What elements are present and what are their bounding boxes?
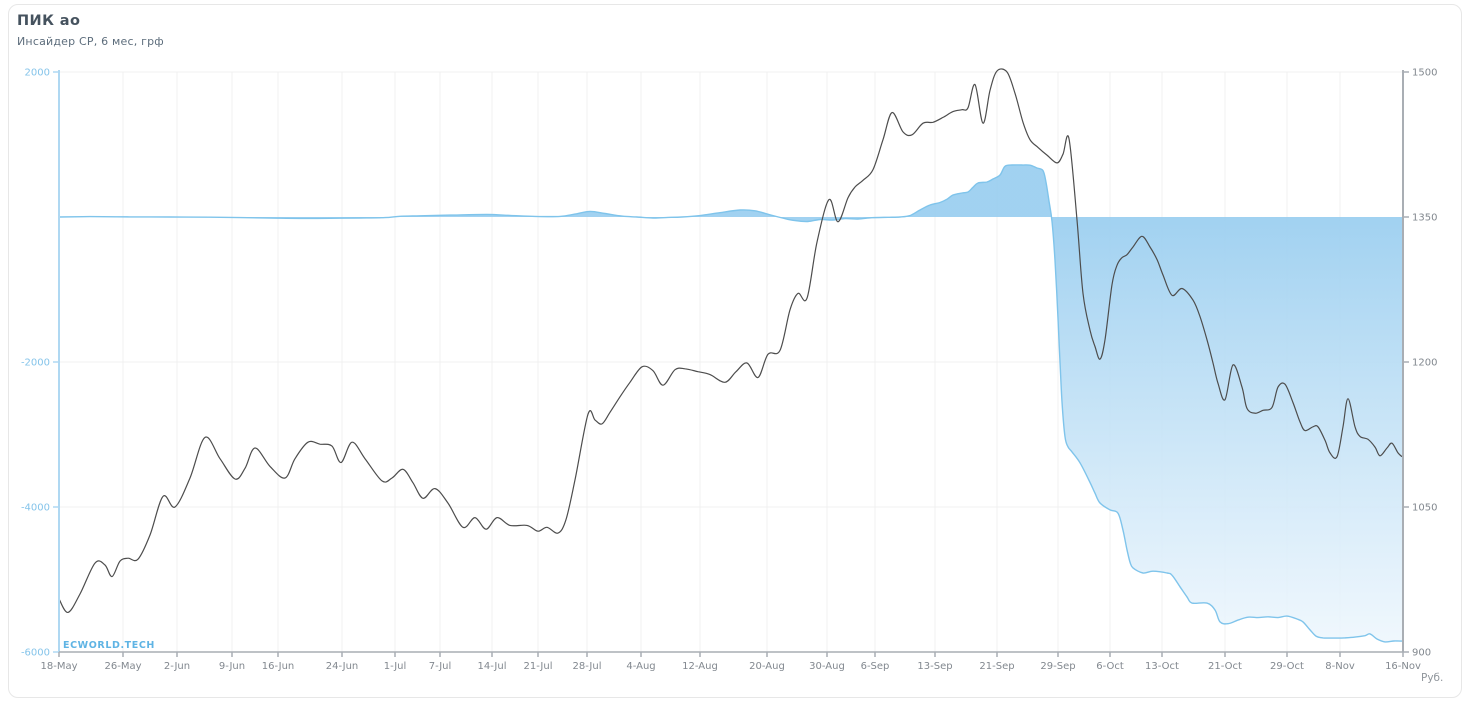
svg-text:1500: 1500 [1412,68,1437,79]
svg-text:2000: 2000 [25,68,50,79]
svg-text:9-Jun: 9-Jun [219,661,245,672]
svg-text:900: 900 [1412,648,1431,659]
svg-text:18-May: 18-May [40,661,77,672]
chart-title: ПИК ао [17,13,81,29]
svg-text:24-Jun: 24-Jun [326,661,359,672]
chart-subtitle: Инсайдер СР, 6 мес, грф [17,35,164,48]
svg-text:2-Jun: 2-Jun [164,661,190,672]
svg-text:-4000: -4000 [21,503,50,514]
svg-text:-2000: -2000 [21,358,50,369]
svg-text:1050: 1050 [1412,503,1437,514]
svg-text:30-Aug: 30-Aug [809,661,845,672]
svg-text:4-Aug: 4-Aug [626,661,655,672]
svg-text:1350: 1350 [1412,213,1437,224]
svg-text:6-Sep: 6-Sep [861,661,890,672]
svg-text:13-Sep: 13-Sep [917,661,952,672]
svg-text:1-Jul: 1-Jul [384,661,407,672]
svg-text:29-Oct: 29-Oct [1270,661,1304,672]
svg-text:16-Jun: 16-Jun [262,661,295,672]
svg-text:29-Sep: 29-Sep [1040,661,1075,672]
svg-text:7-Jul: 7-Jul [429,661,452,672]
svg-text:8-Nov: 8-Nov [1325,661,1355,672]
watermark-label: ECWORLD.TECH [63,640,155,651]
svg-text:28-Jul: 28-Jul [573,661,602,672]
svg-text:-6000: -6000 [21,648,50,659]
svg-text:14-Jul: 14-Jul [478,661,507,672]
svg-text:26-May: 26-May [104,661,141,672]
svg-text:12-Aug: 12-Aug [682,661,718,672]
svg-text:21-Jul: 21-Jul [524,661,553,672]
svg-text:13-Oct: 13-Oct [1145,661,1179,672]
svg-text:1200: 1200 [1412,358,1437,369]
svg-text:21-Sep: 21-Sep [979,661,1014,672]
right-axis-unit-label: Руб. [1421,672,1444,684]
svg-text:16-Nov: 16-Nov [1385,661,1421,672]
svg-text:21-Oct: 21-Oct [1208,661,1242,672]
svg-text:20-Aug: 20-Aug [749,661,785,672]
svg-text:6-Oct: 6-Oct [1096,661,1124,672]
